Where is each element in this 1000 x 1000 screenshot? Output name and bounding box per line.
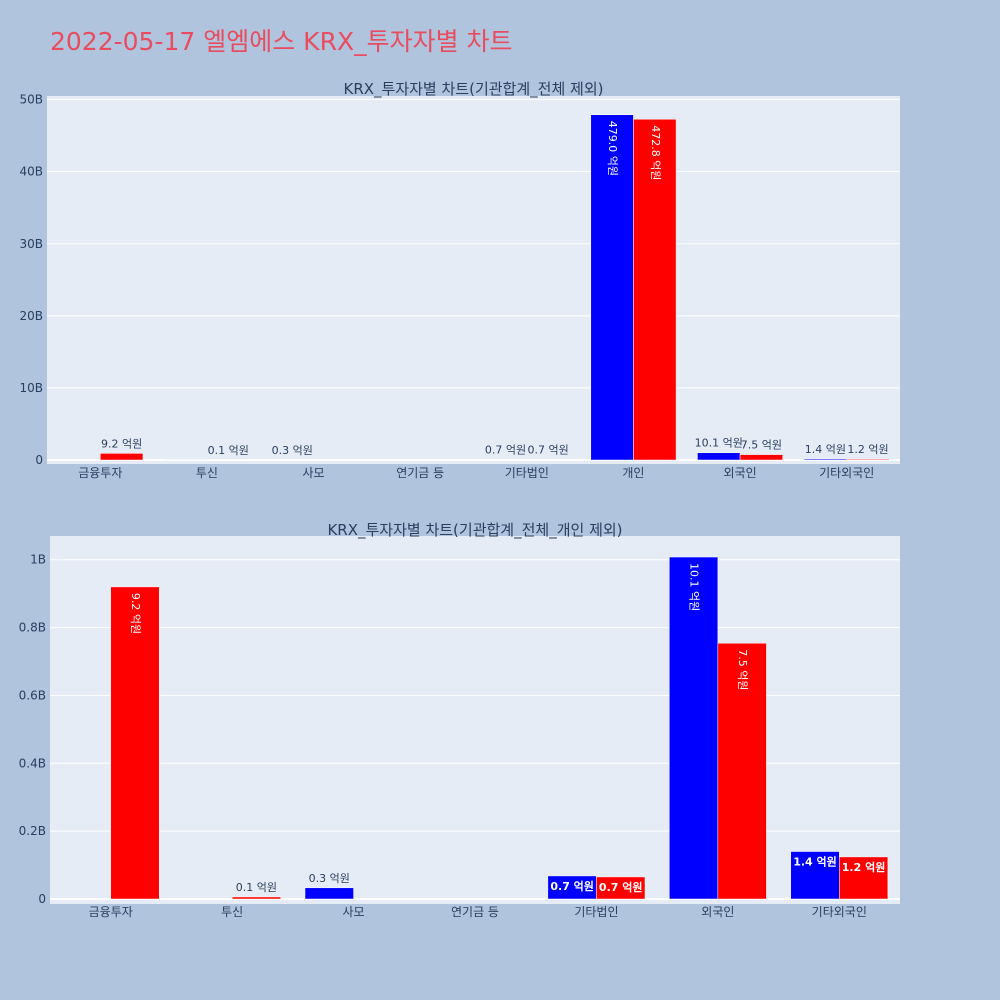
data-label: 0.7 억원 [550, 879, 594, 893]
y-tick-label: 0.2B [19, 824, 46, 838]
bar [231, 896, 281, 900]
data-label: 7.5 억원 [736, 649, 749, 690]
y-tick-label: 0 [35, 453, 43, 467]
plot-area [47, 96, 900, 464]
data-label: 0.7 억원 [599, 880, 643, 894]
x-tick-label: 사모 [303, 466, 325, 480]
y-tick-label: 0 [38, 892, 46, 906]
x-tick-label: 금융투자 [89, 905, 133, 919]
bar [596, 876, 646, 900]
y-tick-label: 0.6B [19, 688, 46, 702]
data-label: 0.3 억원 [272, 444, 313, 457]
x-tick-label: 기타외국인 [819, 466, 874, 480]
chart-title: KRX_투자자별 차트(기관합계_전체 제외) [344, 80, 604, 99]
y-tick-label: 10B [19, 381, 43, 395]
y-tick-label: 0.8B [19, 621, 46, 635]
bar [590, 114, 634, 461]
bar [304, 887, 354, 900]
y-tick-label: 20B [19, 309, 43, 323]
data-label: 0.1 억원 [208, 444, 249, 457]
data-label: 0.7 억원 [485, 443, 526, 456]
x-tick-label: 투신 [196, 466, 218, 480]
x-tick-label: 외국인 [724, 466, 757, 480]
bar [526, 459, 570, 461]
data-label: 479.0 억원 [606, 121, 619, 176]
x-tick-label: 개인 [622, 466, 644, 480]
x-tick-label: 외국인 [701, 905, 734, 919]
y-tick-label: 40B [19, 165, 43, 179]
data-label: 1.4 억원 [805, 443, 846, 456]
data-label: 0.7 억원 [528, 443, 569, 456]
x-tick-label: 금융투자 [78, 466, 122, 480]
plot-area [50, 536, 900, 904]
y-tick-label: 50B [19, 93, 43, 107]
bar [633, 118, 677, 461]
data-label: 10.1 억원 [695, 437, 743, 450]
x-tick-label: 기타외국인 [812, 905, 867, 919]
x-tick-label: 투신 [221, 905, 243, 919]
bar [100, 453, 144, 461]
chart-title: KRX_투자자별 차트(기관합계_전체_개인 제외) [327, 521, 622, 540]
data-label: 9.2 억원 [101, 437, 142, 450]
x-tick-label: 기타법인 [574, 905, 618, 919]
bar [790, 851, 840, 900]
x-tick-label: 연기금 등 [396, 466, 444, 480]
bar [846, 458, 890, 461]
y-tick-label: 1B [30, 553, 46, 567]
data-label: 1.4 억원 [793, 855, 837, 869]
bar [839, 856, 889, 900]
x-tick-label: 기타법인 [505, 466, 549, 480]
bar [110, 586, 160, 900]
data-label: 1.2 억원 [847, 443, 888, 456]
data-label: 0.3 억원 [309, 872, 350, 885]
data-label: 10.1 억원 [688, 563, 701, 611]
chart-investor-top: 0 10B 20B 30B 40B 50B KRX_투자자별 차트(기관합계_전체 제외) 금… [19, 80, 900, 480]
y-tick-label: 30B [19, 237, 43, 251]
x-tick-label: 사모 [343, 905, 365, 919]
bar [739, 454, 783, 461]
page-title: 2022-05-17 엘엠에스 KRX_투자자별 차트 [50, 27, 513, 56]
data-label: 9.2 억원 [129, 593, 142, 634]
data-label: 0.1 억원 [236, 881, 277, 894]
data-label: 1.2 억원 [842, 860, 886, 874]
data-label: 7.5 억원 [741, 439, 782, 452]
bar [717, 642, 767, 900]
y-tick-label: 0.4B [19, 756, 46, 770]
x-tick-label: 연기금 등 [451, 905, 499, 919]
bar [669, 556, 719, 900]
data-label: 472.8 억원 [649, 125, 662, 180]
